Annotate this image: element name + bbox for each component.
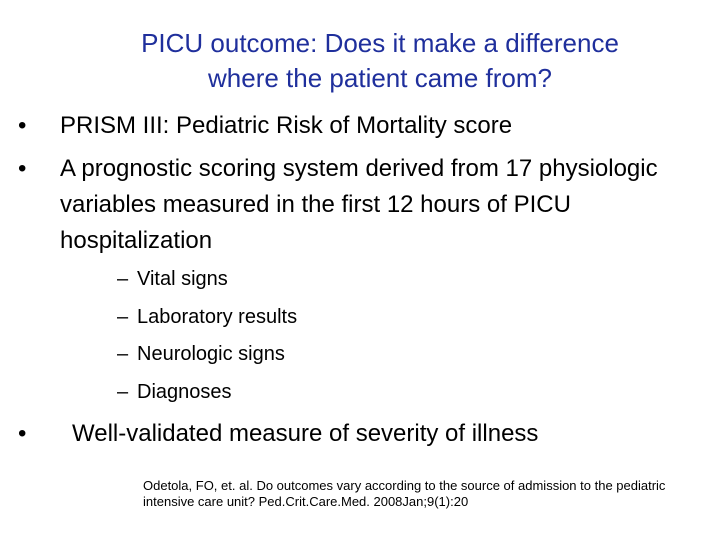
bullet-prism: • PRISM III: Pediatric Risk of Mortality…: [18, 108, 708, 144]
title-line-1: PICU outcome: Does it make a difference: [141, 28, 619, 58]
bullet-scoring-system: • A prognostic scoring system derived fr…: [18, 151, 708, 259]
subitem-text: Laboratory results: [137, 306, 298, 328]
bullet-text: PRISM III: Pediatric Risk of Mortality s…: [60, 112, 513, 139]
bullet-text: Well-validated measure of severity of il…: [72, 420, 539, 447]
citation: Odetola, FO, et. al. Do outcomes vary ac…: [143, 478, 666, 509]
bullet-dot-icon: •: [18, 420, 27, 447]
slide-title: PICU outcome: Does it make a difference …: [60, 26, 700, 96]
bullet-dot-icon: •: [18, 155, 27, 182]
subitem-vital-signs: – Vital signs: [117, 267, 228, 291]
dash-icon: –: [117, 306, 129, 328]
bullet-text: A prognostic scoring system derived from…: [60, 155, 658, 254]
bullet-well-validated: • Well-validated measure of severity of …: [18, 416, 708, 452]
subitem-neurologic-signs: – Neurologic signs: [117, 342, 285, 366]
subitem-text: Diagnoses: [137, 381, 232, 403]
subitem-diagnoses: – Diagnoses: [117, 380, 232, 404]
dash-icon: –: [117, 343, 129, 365]
title-line-2: where the patient came from?: [208, 63, 552, 93]
subitem-text: Neurologic signs: [137, 343, 285, 365]
dash-icon: –: [117, 381, 129, 403]
dash-icon: –: [117, 268, 129, 290]
subitem-text: Vital signs: [137, 268, 228, 290]
bullet-dot-icon: •: [18, 112, 27, 139]
subitem-laboratory-results: – Laboratory results: [117, 305, 297, 329]
